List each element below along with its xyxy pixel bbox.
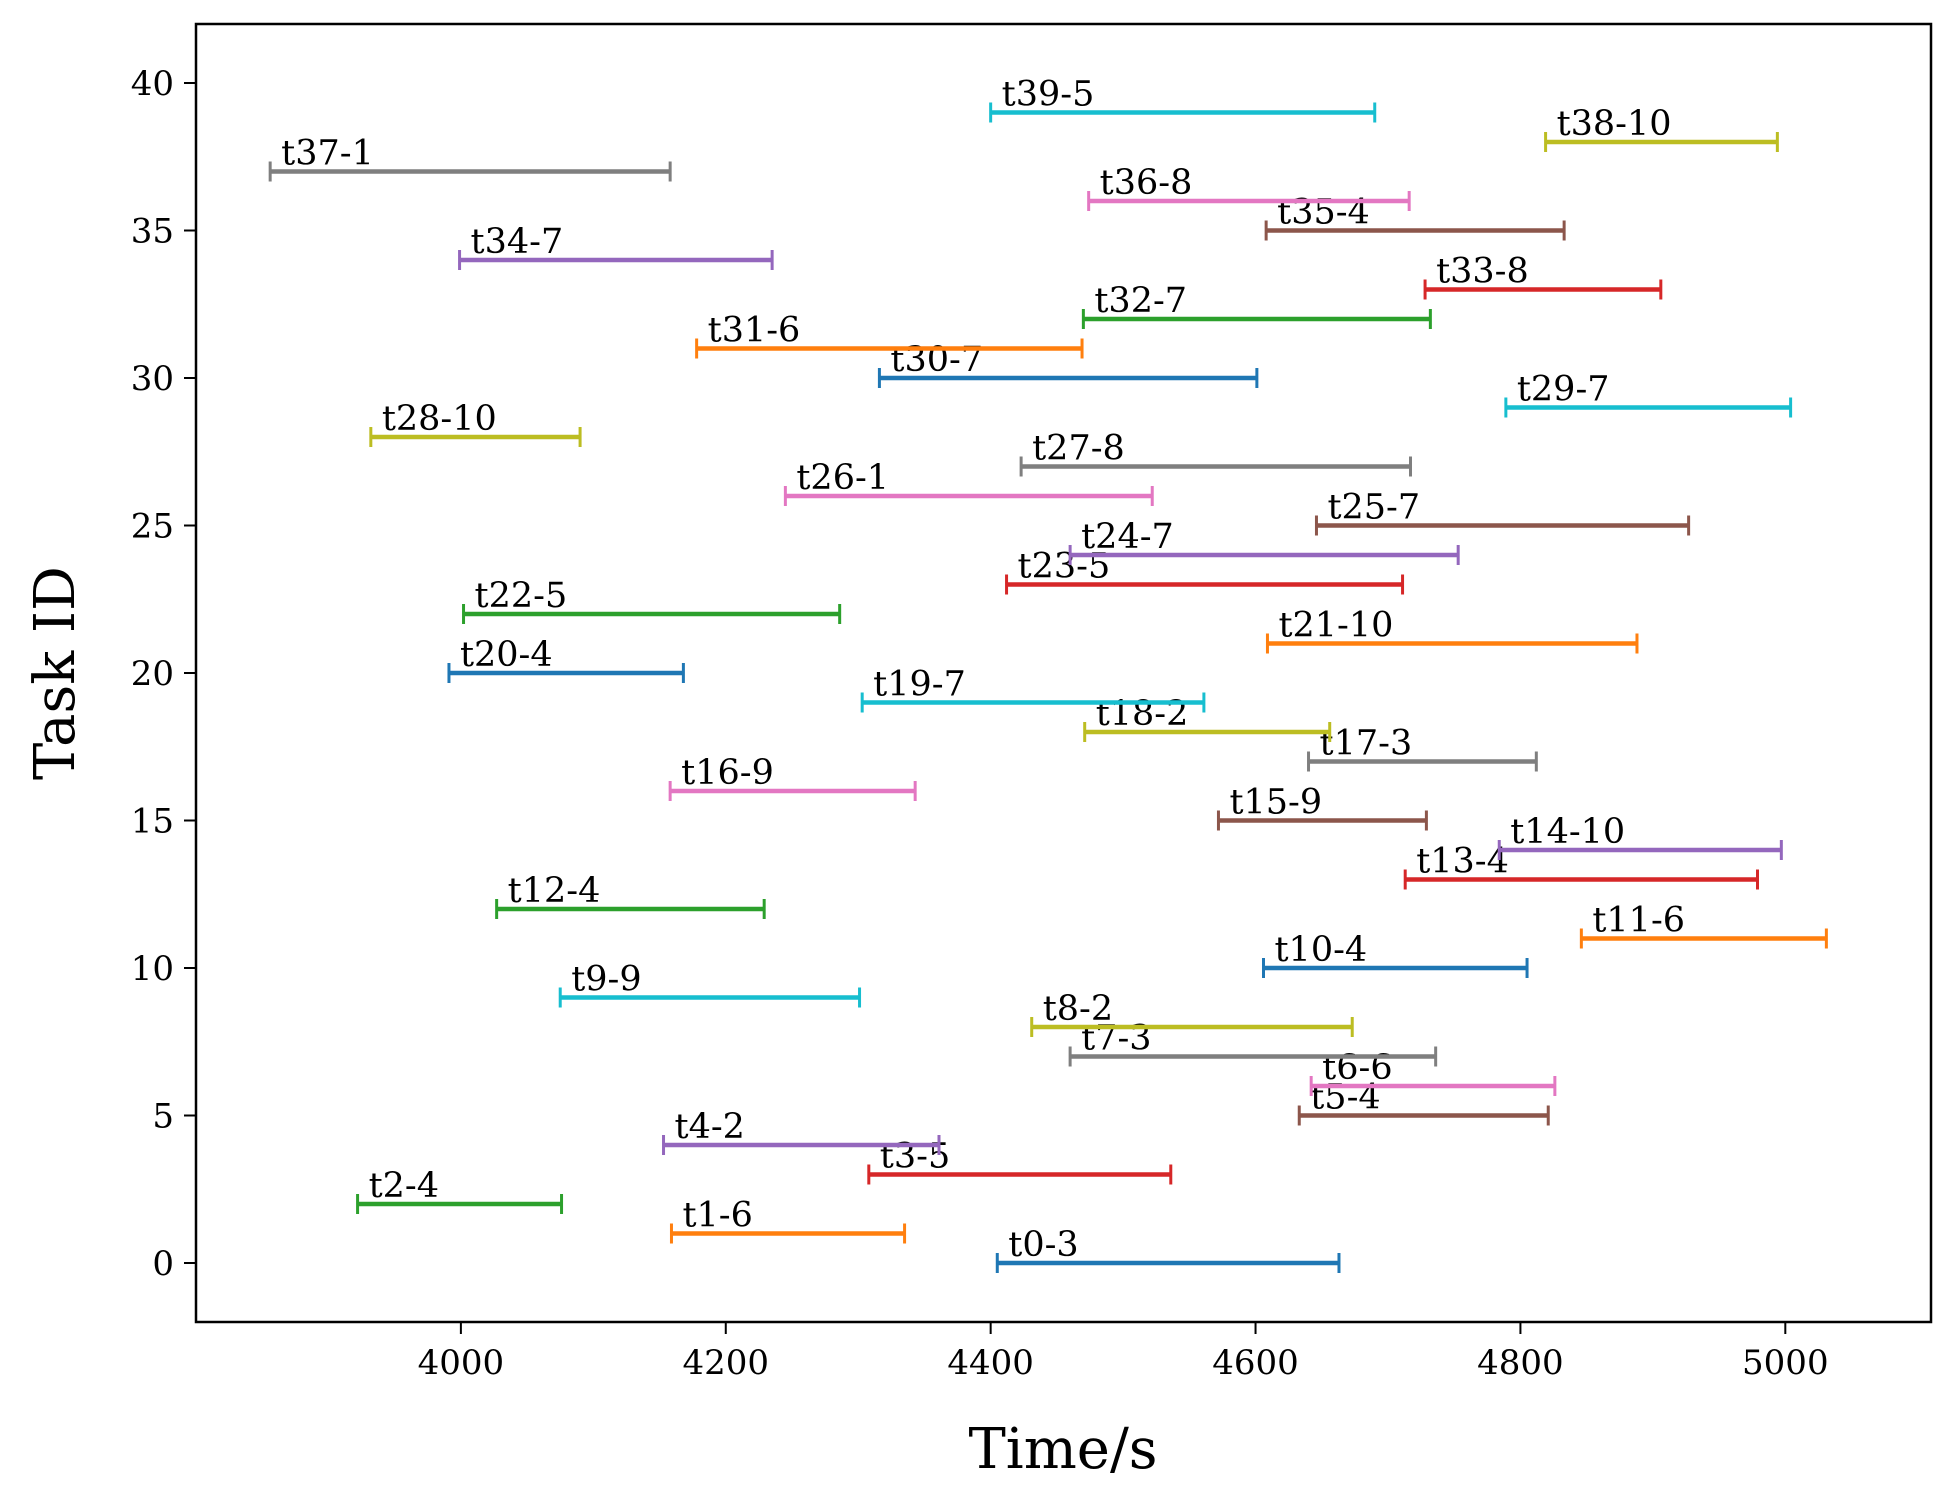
task-label: t27-8 — [1032, 429, 1125, 469]
task-32: t32-7 — [1081, 281, 1432, 329]
task-label: t34-7 — [471, 222, 564, 262]
task-26: t26-1 — [783, 458, 1154, 506]
y-tick-label: 35 — [131, 212, 174, 252]
task-label: t39-5 — [1002, 75, 1095, 115]
y-axis-ticks: 0 5 10 15 20 25 30 35 40 — [131, 64, 196, 1284]
y-tick-label: 30 — [131, 359, 174, 399]
task-label: t38-10 — [1557, 104, 1672, 144]
y-tick-label: 15 — [131, 802, 174, 842]
task-2: t2-4 — [356, 1166, 564, 1214]
task-label: t8-2 — [1043, 989, 1113, 1029]
task-label: t1-6 — [682, 1196, 752, 1236]
task-label: t28-10 — [382, 399, 497, 439]
x-tick-label: 5000 — [1742, 1343, 1829, 1383]
task-label: t2-4 — [369, 1166, 439, 1206]
task-label: t9-9 — [571, 960, 641, 1000]
task-label: t10-4 — [1274, 930, 1367, 970]
y-tick-label: 10 — [131, 949, 174, 989]
task-label: t26-1 — [796, 458, 889, 498]
task-38: t38-10 — [1544, 104, 1779, 152]
task-21: t21-10 — [1265, 606, 1639, 654]
task-label: t31-6 — [708, 311, 801, 351]
y-tick-label: 25 — [131, 507, 174, 547]
task-24: t24-7 — [1068, 517, 1460, 565]
task-33: t33-8 — [1423, 252, 1663, 300]
task-label: t35-4 — [1277, 193, 1370, 233]
task-20: t20-4 — [447, 635, 685, 683]
x-axis-label: Time/s — [968, 1417, 1157, 1482]
task-11: t11-6 — [1579, 901, 1828, 949]
task-label: t36-8 — [1100, 163, 1193, 203]
task-label: t0-3 — [1008, 1225, 1078, 1265]
x-tick-label: 4800 — [1477, 1343, 1564, 1383]
task-15: t15-9 — [1216, 783, 1428, 831]
task-10: t10-4 — [1261, 930, 1529, 978]
task-label: t6-6 — [1322, 1048, 1392, 1088]
task-label: t16-9 — [681, 753, 774, 793]
x-tick-label: 4000 — [418, 1343, 505, 1383]
task-label: t25-7 — [1327, 488, 1420, 528]
task-label: t14-10 — [1510, 812, 1625, 852]
task-28: t28-10 — [369, 399, 582, 447]
task-22: t22-5 — [462, 576, 842, 624]
x-axis-ticks: 4000 4200 4400 4600 4800 5000 — [418, 1322, 1829, 1383]
task-4: t4-2 — [662, 1107, 941, 1155]
task-12: t12-4 — [495, 871, 766, 919]
task-label: t20-4 — [460, 635, 553, 675]
task-label: t37-1 — [281, 134, 374, 174]
task-39: t39-5 — [989, 75, 1377, 123]
task-16: t16-9 — [668, 753, 917, 801]
task-label: t13-4 — [1416, 842, 1509, 882]
x-tick-label: 4400 — [947, 1343, 1034, 1383]
task-29: t29-7 — [1504, 370, 1793, 418]
task-0: t0-3 — [995, 1225, 1341, 1273]
task-label: t11-6 — [1592, 901, 1685, 941]
task-13: t13-4 — [1403, 842, 1759, 890]
task-19: t19-7 — [860, 665, 1206, 713]
task-14: t14-10 — [1497, 812, 1783, 860]
task-label: t22-5 — [475, 576, 568, 616]
task-label: t4-2 — [675, 1107, 745, 1147]
task-17: t17-3 — [1307, 724, 1538, 772]
y-tick-label: 20 — [131, 654, 174, 694]
task-label: t19-7 — [873, 665, 966, 705]
y-tick-label: 5 — [152, 1097, 174, 1137]
y-tick-label: 40 — [131, 64, 174, 104]
task-label: t33-8 — [1436, 252, 1529, 292]
task-label: t18-2 — [1096, 694, 1189, 734]
task-31: t31-6 — [695, 311, 1084, 359]
task-1: t1-6 — [669, 1196, 907, 1244]
task-label: t15-9 — [1229, 783, 1322, 823]
plot-frame — [194, 22, 1933, 1324]
task-label: t12-4 — [508, 871, 601, 911]
task-label: t29-7 — [1517, 370, 1610, 410]
task-label: t30-7 — [890, 340, 983, 380]
task-label: t21-10 — [1278, 606, 1393, 646]
task-37: t37-1 — [268, 134, 672, 182]
task-intervals: t0-3t1-6t2-4t3-5t4-2t5-4t6-6t7-3t8-2t9-9… — [268, 75, 1828, 1273]
y-axis-label: Task ID — [23, 566, 88, 780]
x-tick-label: 4600 — [1212, 1343, 1299, 1383]
task-label: t24-7 — [1081, 517, 1174, 557]
task-36: t36-8 — [1087, 163, 1411, 211]
task-27: t27-8 — [1019, 429, 1412, 477]
task-34: t34-7 — [458, 222, 774, 270]
task-label: t32-7 — [1094, 281, 1187, 321]
task-9: t9-9 — [558, 960, 862, 1008]
x-tick-label: 4200 — [683, 1343, 770, 1383]
task-25: t25-7 — [1314, 488, 1691, 536]
y-tick-label: 0 — [152, 1244, 174, 1284]
task-8: t8-2 — [1030, 989, 1354, 1037]
task-label: t17-3 — [1320, 724, 1413, 764]
